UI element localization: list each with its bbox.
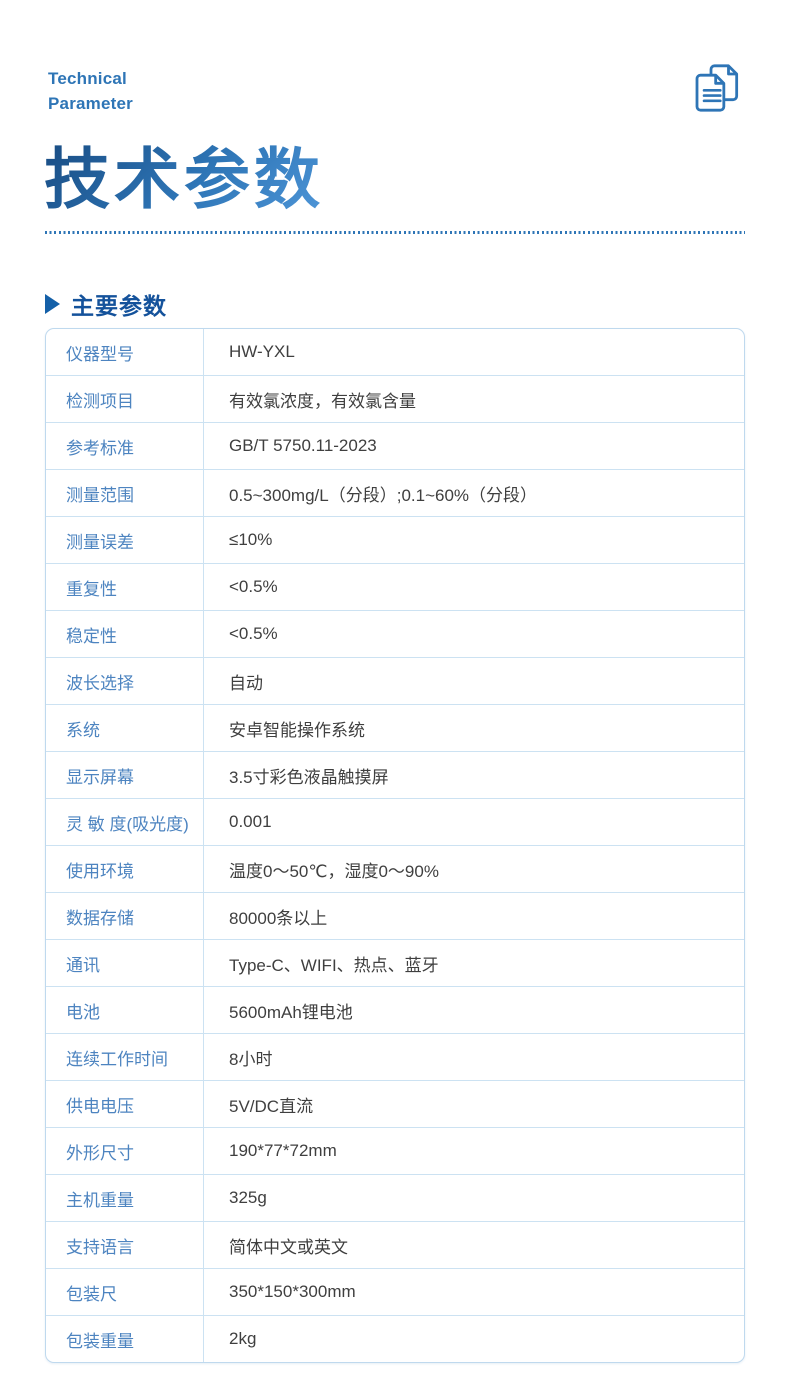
table-row: 重复性 <0.5%: [46, 563, 744, 610]
param-label: 包装重量: [46, 1316, 204, 1362]
param-label: 使用环境: [46, 846, 204, 892]
param-value: 190*77*72mm: [229, 1141, 337, 1160]
param-label: 显示屏幕: [46, 752, 204, 798]
table-row: 外形尺寸 190*77*72mm: [46, 1127, 744, 1174]
table-row: 使用环境 温度0～50℃，湿度0～90%: [46, 845, 744, 892]
param-value: 5600mAh锂电池: [229, 1002, 353, 1022]
param-label: 仪器型号: [46, 329, 204, 375]
param-value: 0.001: [229, 812, 272, 831]
table-row: 包装尺 350*150*300mm: [46, 1268, 744, 1315]
table-row: 支持语言 简体中文或英文: [46, 1221, 744, 1268]
param-value: HW-YXL: [229, 342, 295, 361]
param-value: GB/T 5750.11-2023: [229, 436, 377, 455]
table-row: 测量误差 ≤10%: [46, 516, 744, 563]
table-row: 波长选择 自动: [46, 657, 744, 704]
param-label: 供电电压: [46, 1081, 204, 1127]
param-label: 电池: [46, 987, 204, 1033]
parameters-table: 仪器型号 HW-YXL 检测项目 有效氯浓度，有效氯含量参考标准 GB/T 5750.1…: [45, 328, 745, 1363]
param-label: 连续工作时间: [46, 1034, 204, 1080]
param-value: 5V/DC直流: [229, 1096, 314, 1116]
table-row: 灵 敏 度(吸光度) 0.001: [46, 798, 744, 845]
param-value: 0.5~300mg/L（分段）;0.1~60%（分段）: [229, 485, 538, 505]
param-value: 3.5寸彩色液晶触摸屏: [229, 767, 389, 787]
param-label: 检测项目: [46, 376, 204, 422]
table-row: 测量范围 0.5~300mg/L（分段）;0.1~60%（分段）: [46, 469, 744, 516]
eyebrow-text: Technical Parameter: [48, 66, 133, 116]
param-value: ≤10%: [229, 530, 273, 549]
table-row: 包装重量 2kg: [46, 1315, 744, 1362]
param-value: Type-C、WIFI、热点、蓝牙: [229, 955, 439, 975]
param-label: 重复性: [46, 564, 204, 610]
param-value: 安卓智能操作系统: [229, 720, 365, 740]
param-value: <0.5%: [229, 624, 278, 643]
param-label: 波长选择: [46, 658, 204, 704]
param-value: 80000条以上: [229, 908, 328, 928]
section-title: 主要参数: [71, 293, 167, 319]
param-label: 测量误差: [46, 517, 204, 563]
triangle-bullet-icon: [45, 294, 60, 314]
param-value: 350*150*300mm: [229, 1282, 356, 1301]
table-row: 参考标准 GB/T 5750.11-2023: [46, 422, 744, 469]
param-label: 测量范围: [46, 470, 204, 516]
table-row: 供电电压 5V/DC直流: [46, 1080, 744, 1127]
table-row: 电池 5600mAh锂电池: [46, 986, 744, 1033]
param-value: 自动: [229, 673, 263, 693]
param-value: 8小时: [229, 1049, 273, 1069]
dotted-divider: [45, 231, 745, 234]
param-label: 外形尺寸: [46, 1128, 204, 1174]
page-title: 技术参数: [44, 126, 324, 222]
param-label: 系统: [46, 705, 204, 751]
documents-copy-icon: [690, 62, 746, 119]
table-row: 数据存储 80000条以上: [46, 892, 744, 939]
param-label: 通讯: [46, 940, 204, 986]
table-row: 检测项目 有效氯浓度，有效氯含量: [46, 375, 744, 422]
param-value: <0.5%: [229, 577, 278, 596]
param-label: 主机重量: [46, 1175, 204, 1221]
table-row: 连续工作时间 8小时: [46, 1033, 744, 1080]
table-row: 稳定性 <0.5%: [46, 610, 744, 657]
param-label: 包装尺: [46, 1269, 204, 1315]
param-value: 2kg: [229, 1329, 257, 1348]
param-label: 灵 敏 度(吸光度): [46, 799, 204, 845]
param-label: 支持语言: [46, 1222, 204, 1268]
table-row: 显示屏幕 3.5寸彩色液晶触摸屏: [46, 751, 744, 798]
param-value: 325g: [229, 1188, 267, 1207]
eyebrow-line2: Parameter: [48, 94, 133, 113]
param-value: 有效氯浓度，有效氯含量: [229, 391, 416, 411]
eyebrow-line1: Technical: [48, 69, 127, 88]
table-row: 仪器型号 HW-YXL: [46, 329, 744, 375]
param-value: 简体中文或英文: [229, 1237, 348, 1257]
param-label: 稳定性: [46, 611, 204, 657]
table-row: 通讯 Type-C、WIFI、热点、蓝牙: [46, 939, 744, 986]
param-label: 参考标准: [46, 423, 204, 469]
table-row: 主机重量 325g: [46, 1174, 744, 1221]
section-header: 主要参数: [45, 287, 167, 321]
param-value: 温度0～50℃，湿度0～90%: [229, 861, 439, 881]
param-label: 数据存储: [46, 893, 204, 939]
table-row: 系统 安卓智能操作系统: [46, 704, 744, 751]
